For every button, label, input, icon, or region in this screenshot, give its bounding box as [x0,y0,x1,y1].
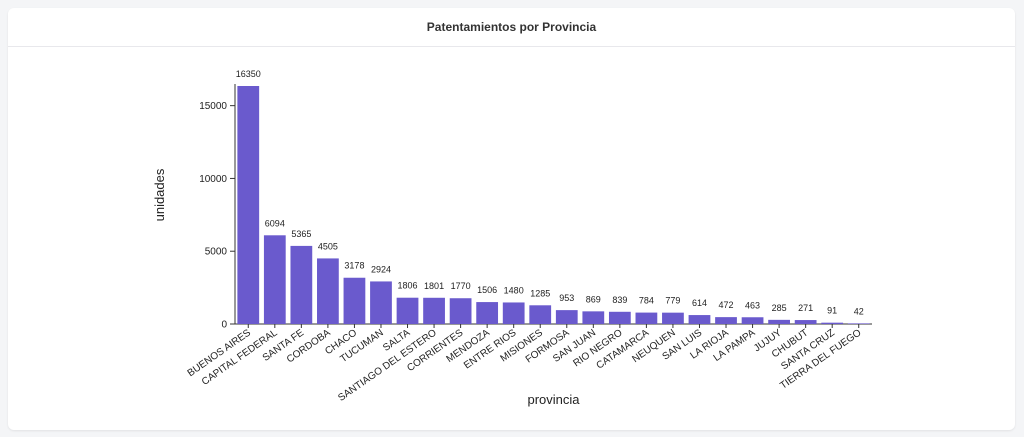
y-tick-label: 0 [221,320,227,331]
bar [582,311,605,324]
bar [343,277,366,324]
bar [794,320,817,324]
bar-value-label: 4505 [318,241,338,251]
bar-value-label: 839 [612,295,627,305]
bar-value-label: 1285 [530,288,550,298]
bar-value-label: 1801 [424,281,444,291]
bar [847,323,870,324]
card-header: Patentamientos por Provincia [8,8,1015,47]
y-tick-label: 15000 [199,101,227,112]
bar-value-label: 1806 [398,281,418,291]
bar [396,297,419,324]
bar [263,235,286,324]
bar-value-label: 953 [559,293,574,303]
bar [821,322,844,324]
bar [741,317,764,324]
bar [317,258,339,324]
y-tick-label: 10000 [199,174,227,185]
bar [529,305,552,324]
chart-title: Patentamientos por Provincia [426,20,597,34]
bar [688,315,711,324]
bar-value-label: 42 [854,306,864,316]
bar [715,317,737,324]
bar [635,312,658,324]
bar-value-label: 285 [772,303,787,313]
bar-value-label: 1770 [451,281,471,291]
bar [502,302,525,324]
bar-value-label: 869 [586,294,601,304]
bar [476,302,499,324]
bar-value-label: 472 [719,300,734,310]
bar-value-label: 5365 [291,229,311,239]
bar-value-label: 91 [827,306,837,316]
bar [449,298,472,324]
bar [662,312,684,324]
bar-value-label: 779 [665,296,680,306]
y-axis-title: unidades [152,168,167,221]
bar-value-label: 784 [639,296,654,306]
bar [608,311,631,324]
bar-value-label: 463 [745,300,760,310]
bar-value-label: 1506 [477,285,497,295]
x-axis-title: provincia [527,392,580,407]
bar [768,319,790,324]
bar-value-label: 6094 [265,218,285,228]
bar-value-label: 1480 [504,285,524,295]
bar [370,281,392,324]
bar-value-label: 271 [798,303,813,313]
bar [555,310,578,324]
bar-value-label: 3178 [344,261,364,271]
y-tick-label: 5000 [205,247,228,258]
bar [237,86,260,324]
bar [423,297,445,324]
bar [290,245,313,324]
bar-value-label: 2924 [371,264,391,274]
bar-value-label: 16350 [236,69,261,79]
bar-value-label: 614 [692,298,707,308]
chart-card: Patentamientos por Provincia [8,8,1015,430]
